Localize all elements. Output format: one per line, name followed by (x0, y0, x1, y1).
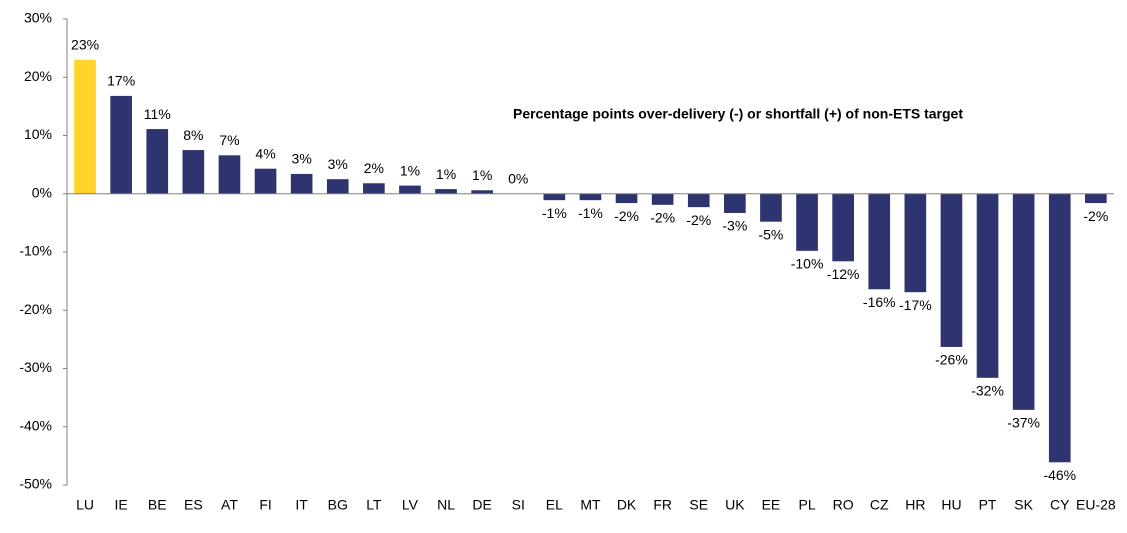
x-tick-label: FI (259, 497, 271, 513)
y-tick-label: 0% (32, 184, 52, 200)
bar (904, 193, 927, 293)
x-tick-label: IT (295, 497, 308, 513)
y-tick-label: 20% (24, 68, 52, 84)
value-label: -12% (827, 266, 860, 282)
value-label: -17% (899, 297, 932, 313)
value-label: 3% (328, 156, 348, 172)
value-label: 7% (219, 132, 239, 148)
x-tick-label: FR (653, 497, 672, 513)
x-tick-label: EL (546, 497, 563, 513)
x-tick-label: HR (905, 497, 925, 513)
value-label: 1% (436, 166, 456, 182)
value-label: 17% (107, 73, 135, 89)
y-tick-label: -50% (19, 476, 52, 492)
value-label: -2% (1083, 208, 1108, 224)
y-tick-label: -20% (19, 301, 52, 317)
x-tick-label: NL (437, 497, 455, 513)
x-tick-label: SK (1014, 497, 1033, 513)
value-label: -1% (542, 205, 567, 221)
bar (254, 168, 277, 194)
value-label: 8% (183, 127, 203, 143)
y-tick-label: -10% (19, 243, 52, 259)
bar (74, 59, 96, 194)
bar (326, 179, 349, 194)
value-label: -26% (935, 352, 968, 368)
x-tick-label: LT (366, 497, 382, 513)
bar (1012, 193, 1035, 410)
x-tick-label: DE (472, 497, 491, 513)
value-label: 2% (364, 160, 384, 176)
bar (399, 185, 421, 194)
value-label: -2% (614, 208, 639, 224)
value-label: -16% (863, 294, 896, 310)
y-tick-label: -40% (19, 417, 52, 433)
bar (543, 193, 566, 201)
x-tick-label: SI (512, 497, 525, 513)
x-tick-label: DK (617, 497, 637, 513)
value-label: 1% (472, 167, 492, 183)
bar (940, 193, 963, 347)
value-label: 0% (508, 170, 528, 186)
chart-title: Percentage points over-delivery (-) or s… (513, 106, 963, 122)
bar (435, 189, 457, 194)
value-label: 23% (71, 36, 99, 52)
x-tick-label: LV (402, 497, 419, 513)
bar (1085, 193, 1107, 204)
bar (796, 193, 818, 251)
x-tick-label: PL (798, 497, 815, 513)
bar (615, 193, 638, 204)
x-tick-label: RO (833, 497, 854, 513)
x-tick-label: HU (941, 497, 961, 513)
bar (471, 190, 493, 194)
x-tick-label: CY (1050, 497, 1070, 513)
x-tick-label: MT (580, 497, 601, 513)
bar (1048, 193, 1071, 463)
y-tick-label: 10% (24, 126, 52, 142)
x-tick-label: EU-28 (1076, 497, 1116, 513)
value-label: -46% (1043, 467, 1076, 483)
bar (868, 193, 891, 290)
value-label: 1% (400, 162, 420, 178)
x-tick-label: SE (689, 497, 708, 513)
x-tick-label: ES (184, 497, 203, 513)
bar (651, 193, 674, 205)
value-label: -32% (971, 383, 1004, 399)
x-tick-label: IE (115, 497, 128, 513)
y-tick-label: 30% (24, 10, 52, 26)
value-label: -37% (1007, 415, 1040, 431)
bar (760, 193, 782, 222)
value-label: -3% (722, 218, 747, 234)
value-label: -1% (578, 205, 603, 221)
value-label: -10% (791, 256, 824, 272)
bar (110, 95, 132, 194)
value-label: 3% (292, 151, 312, 167)
bar (182, 150, 205, 194)
x-tick-label: PT (979, 497, 997, 513)
bar (687, 193, 710, 208)
y-tick-label: -30% (19, 359, 52, 375)
value-label: -2% (686, 212, 711, 228)
value-label: -5% (758, 226, 783, 242)
bar (724, 193, 746, 213)
bar (976, 193, 999, 378)
x-tick-label: BG (328, 497, 348, 513)
x-tick-label: CZ (870, 497, 889, 513)
bar (363, 183, 385, 194)
bar (290, 173, 313, 194)
x-tick-label: UK (725, 497, 745, 513)
value-label: 11% (144, 106, 171, 122)
value-label: -2% (650, 210, 675, 226)
bar (146, 129, 169, 194)
x-tick-label: LU (76, 497, 94, 513)
x-tick-label: EE (762, 497, 781, 513)
bar (832, 193, 854, 262)
bar (579, 193, 602, 201)
bar (218, 155, 241, 194)
x-tick-label: BE (148, 497, 167, 513)
value-label: 4% (255, 145, 275, 161)
x-tick-label: AT (221, 497, 238, 513)
